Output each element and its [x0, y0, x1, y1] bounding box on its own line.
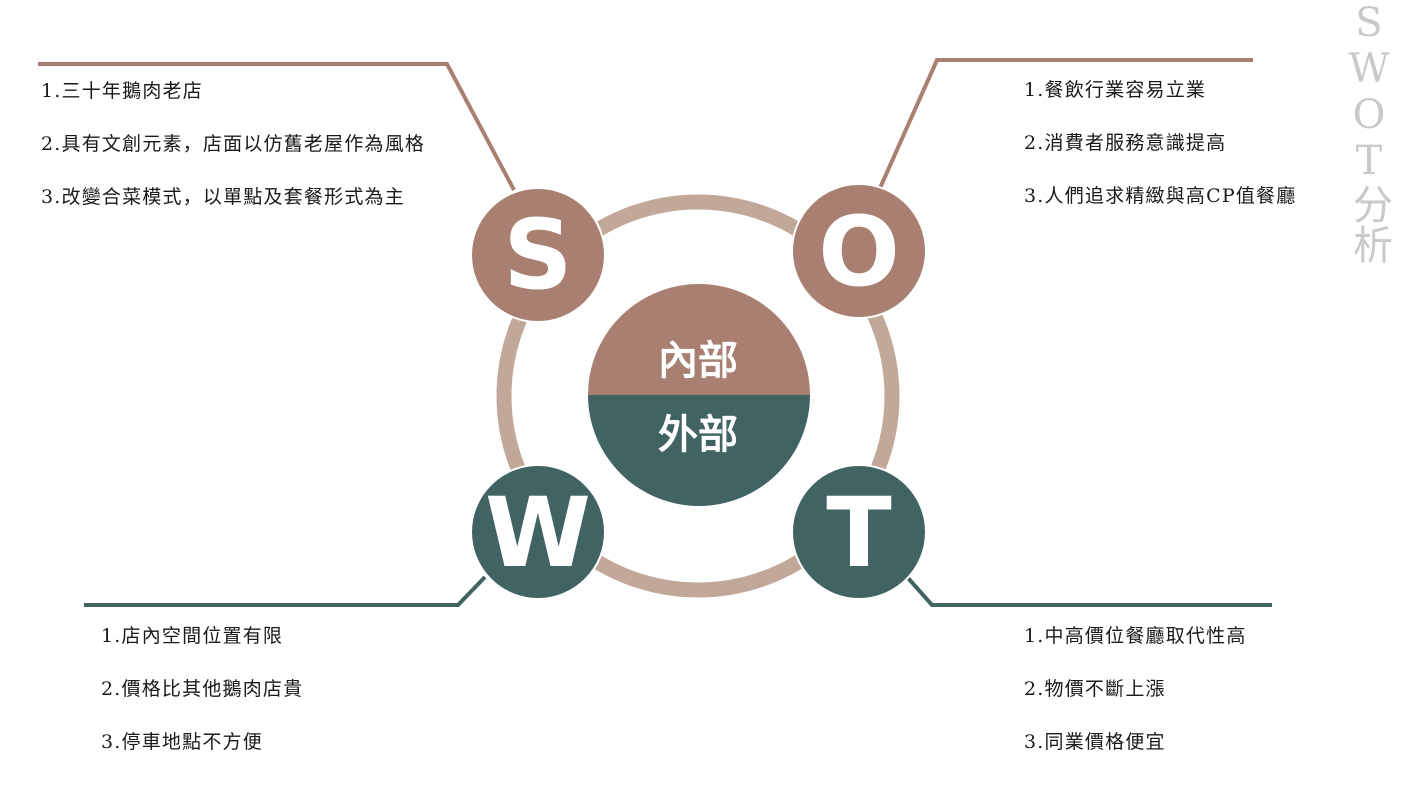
list-item: 3.同業價格便宜	[1024, 731, 1166, 753]
s-connector-line	[38, 62, 516, 191]
list-item: 3.人們追求精緻與高CP值餐廳	[1024, 185, 1297, 207]
t-letter: T	[826, 477, 891, 589]
weaknesses-list: 1.店內空間位置有限 2.價格比其他鵝肉店貴 3.停車地點不方便	[101, 625, 303, 784]
o-circle: O	[791, 183, 927, 319]
s-circle: S	[470, 187, 606, 323]
w-letter: W	[485, 477, 591, 589]
list-item: 1.中高價位餐廳取代性高	[1024, 625, 1247, 647]
side-title: SWOT分析	[1346, 0, 1392, 264]
threats-list: 1.中高價位餐廳取代性高 2.物價不斷上漲 3.同業價格便宜	[1024, 625, 1247, 784]
w-circle: W	[470, 464, 606, 600]
w-connector-line	[84, 575, 487, 607]
list-item: 1.三十年鵝肉老店	[41, 80, 203, 102]
center-circle: 內部 外部	[588, 284, 810, 506]
list-item: 3.停車地點不方便	[101, 731, 263, 753]
s-letter: S	[503, 199, 572, 311]
opportunities-list: 1.餐飲行業容易立業 2.消費者服務意識提高 3.人們追求精緻與高CP值餐廳	[1024, 79, 1296, 238]
outer-ring	[496, 194, 900, 598]
list-item: 2.具有文創元素，店面以仿舊老屋作為風格	[41, 133, 426, 155]
t-connector-line	[906, 576, 1272, 607]
list-item: 2.價格比其他鵝肉店貴	[101, 678, 304, 700]
external-half	[588, 395, 810, 506]
internal-label: 內部	[658, 338, 738, 384]
o-connector-line	[878, 58, 1253, 189]
list-item: 3.改變合菜模式，以單點及套餐形式為主	[41, 186, 405, 208]
list-item: 1.店內空間位置有限	[101, 625, 284, 647]
t-circle: T	[791, 464, 927, 600]
list-item: 2.消費者服務意識提高	[1024, 132, 1227, 154]
list-item: 2.物價不斷上漲	[1024, 678, 1166, 700]
o-letter: O	[818, 196, 900, 308]
external-label: 外部	[658, 412, 738, 458]
strengths-list: 1.三十年鵝肉老店 2.具有文創元素，店面以仿舊老屋作為風格 3.改變合菜模式，…	[41, 80, 425, 239]
list-item: 1.餐飲行業容易立業	[1024, 79, 1207, 101]
internal-half	[588, 284, 810, 395]
